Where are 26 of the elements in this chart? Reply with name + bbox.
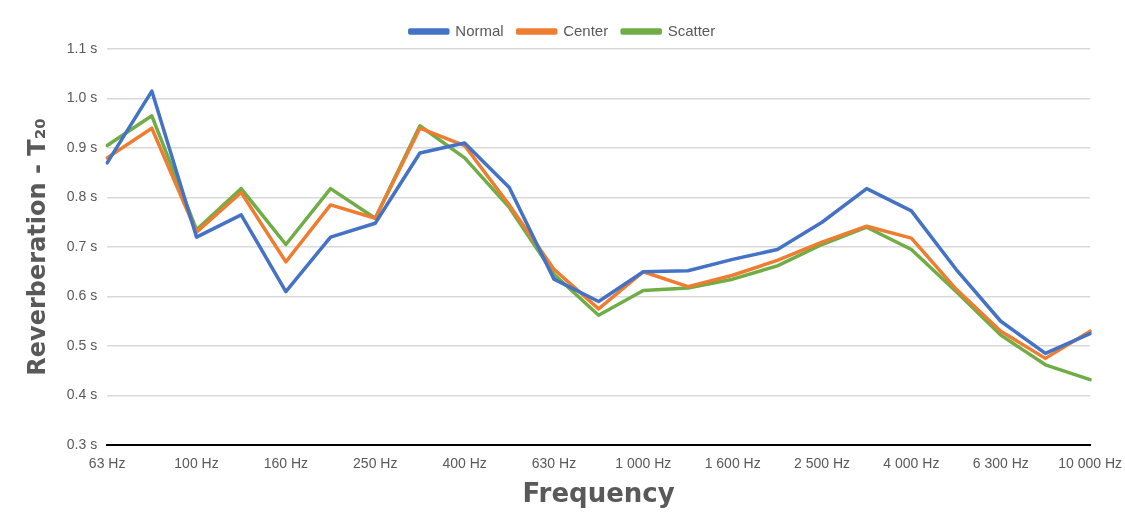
y-tick-label: 1.0 s [66, 89, 98, 106]
x-tick-label: 630 Hz [531, 455, 577, 472]
y-tick-label: 0.4 s [66, 386, 98, 403]
legend-label: Normal [455, 21, 504, 39]
y-tick-label: 0.9 s [66, 138, 98, 155]
x-tick-label: 10 000 Hz [1058, 455, 1122, 472]
y-tick-label: 0.3 s [66, 435, 98, 452]
x-tick-label: 6 300 Hz [972, 455, 1029, 472]
legend-label: Scatter [667, 21, 716, 39]
y-tick-label: 0.8 s [66, 188, 98, 205]
legend-label: Center [563, 21, 609, 39]
x-tick-label: 160 Hz [263, 455, 309, 472]
y-axis-title: Reverberation - T₂₀ [22, 118, 51, 376]
x-tick-label: 250 Hz [353, 455, 398, 472]
x-tick-label: 400 Hz [442, 455, 487, 472]
y-tick-label: 0.5 s [66, 336, 98, 353]
y-tick-label: 0.6 s [66, 287, 98, 304]
x-axis-title: Frequency [522, 478, 675, 509]
y-tick-label: 0.7 s [66, 237, 98, 254]
x-tick-label: 63 Hz [88, 455, 126, 472]
x-tick-label: 1 600 Hz [704, 455, 761, 472]
x-tick-label: 100 Hz [174, 455, 219, 472]
x-tick-label: 4 000 Hz [883, 455, 940, 472]
x-tick-label: 1 000 Hz [615, 455, 672, 472]
x-tick-label: 2 500 Hz [793, 455, 851, 472]
y-tick-label: 1.1 s [66, 39, 98, 56]
